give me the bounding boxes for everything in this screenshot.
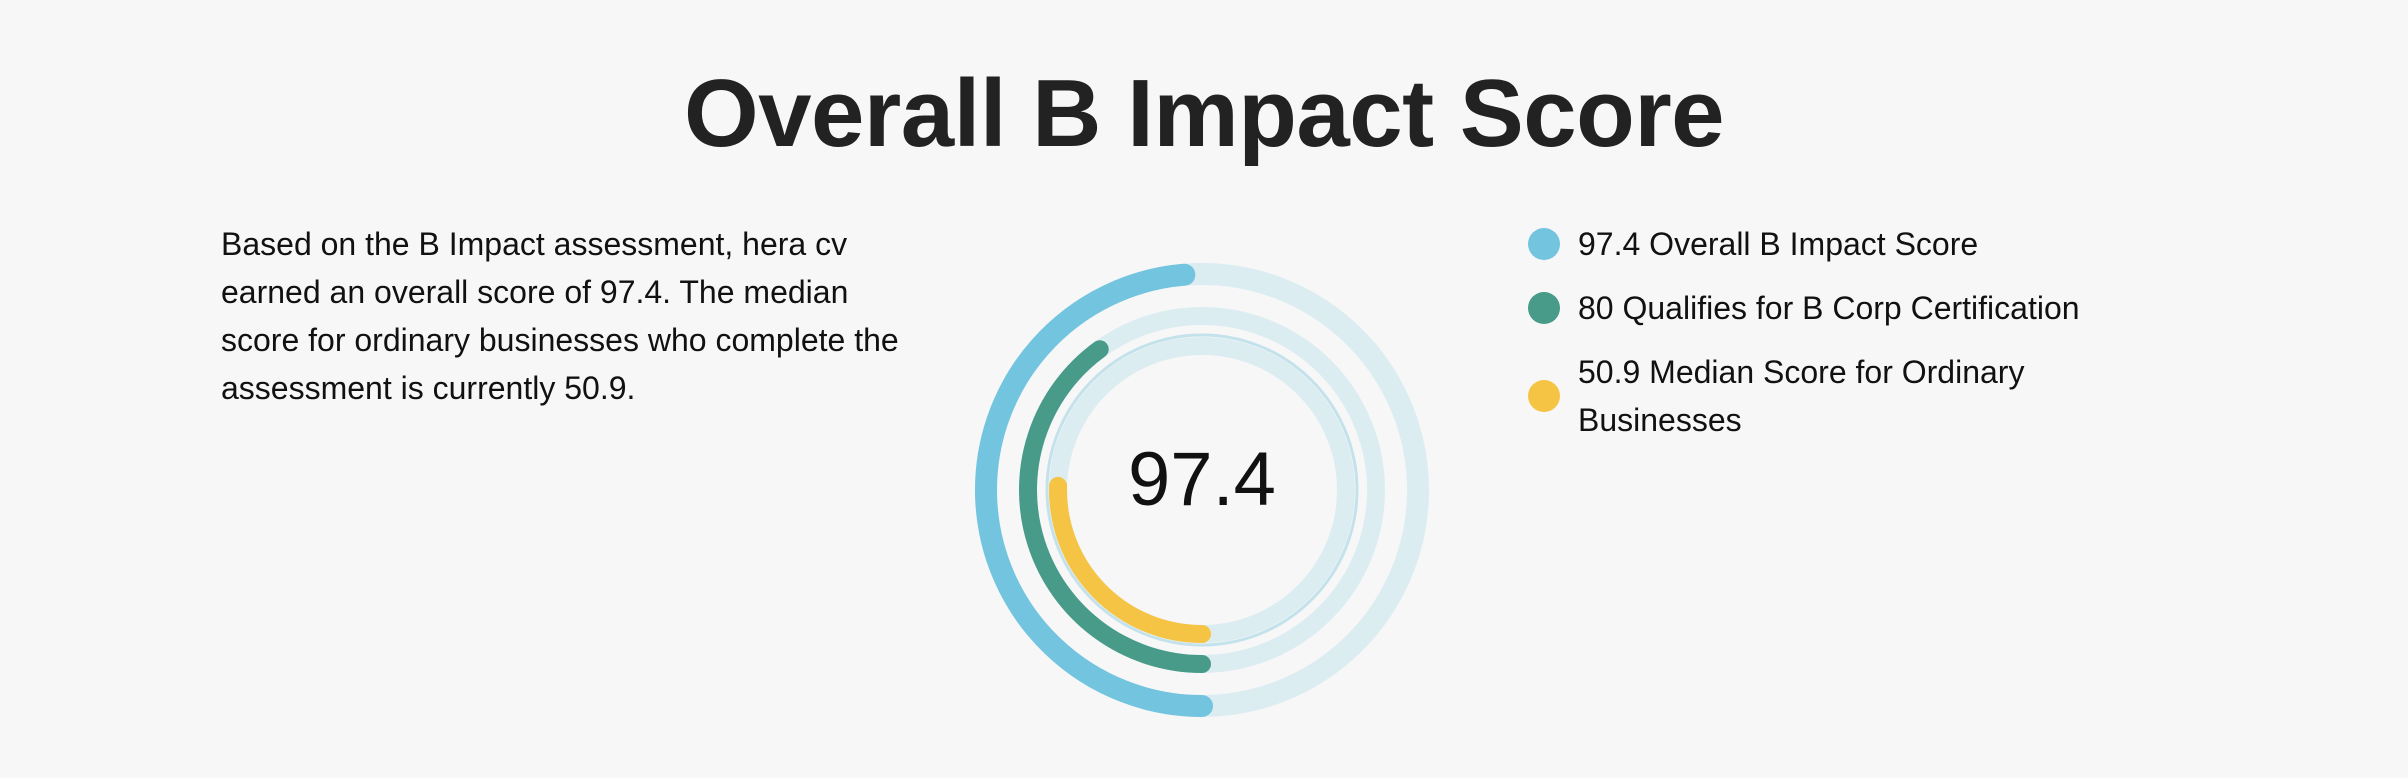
chart-arcs bbox=[975, 263, 1213, 717]
legend-label: 80 Qualifies for B Corp Certification bbox=[1578, 290, 2080, 326]
chart-arc-median-score-for-ordinary-businesses bbox=[1049, 476, 1211, 643]
legend-dot-icon bbox=[1528, 228, 1560, 260]
chart-arc-overall-b-impact-score bbox=[975, 263, 1213, 717]
legend-label: 50.9 Median Score for Ordinary Businesse… bbox=[1578, 354, 2025, 438]
inner-guide-ring bbox=[1045, 333, 1359, 647]
center-score-label: 97.4 bbox=[1128, 437, 1276, 522]
legend-dot-icon bbox=[1528, 292, 1560, 324]
legend-label: 97.4 Overall B Impact Score bbox=[1578, 226, 1979, 262]
score-description: Based on the B Impact assessment, hera c… bbox=[221, 226, 899, 406]
page-title: Overall B Impact Score bbox=[683, 60, 1725, 167]
chart-legend: 97.4 Overall B Impact Score 80 Qualifies… bbox=[1528, 220, 2148, 460]
chart-arc-qualifies-for-b-corp-certification bbox=[1019, 340, 1211, 673]
impact-score-radial-chart bbox=[975, 263, 1429, 717]
legend-item-certification-threshold: 80 Qualifies for B Corp Certification bbox=[1528, 284, 2148, 332]
legend-dot-icon bbox=[1528, 380, 1560, 412]
legend-item-median-score: 50.9 Median Score for Ordinary Businesse… bbox=[1528, 348, 2148, 444]
legend-item-overall-score: 97.4 Overall B Impact Score bbox=[1528, 220, 2148, 268]
